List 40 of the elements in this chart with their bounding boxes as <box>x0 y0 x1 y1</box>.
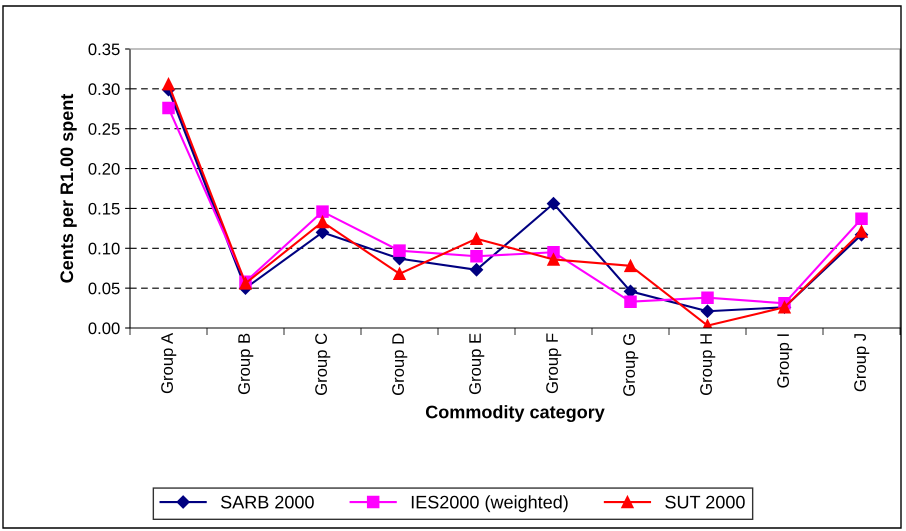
y-tick-label: 0.35 <box>88 43 120 56</box>
x-tick-label: Group D <box>392 334 408 396</box>
x-axis-title: Commodity category <box>426 405 605 422</box>
x-tick-label: Group G <box>623 334 638 396</box>
point <box>855 225 868 238</box>
x-tick-label: Group C <box>315 333 330 396</box>
x-tick-label: Group I <box>777 334 792 388</box>
point <box>393 244 406 257</box>
point <box>162 78 175 90</box>
point <box>470 232 483 245</box>
x-tick-label: Group A <box>161 332 176 394</box>
point <box>855 212 868 226</box>
point <box>316 205 329 218</box>
point <box>162 102 175 114</box>
point <box>546 197 560 210</box>
point <box>624 260 637 272</box>
y-tick-label: 0.30 <box>88 83 120 96</box>
y-tick-label: 0.15 <box>88 202 120 215</box>
y-tick-label: 0.05 <box>88 282 120 294</box>
point <box>700 304 714 318</box>
x-tick-label: Group E <box>469 334 484 394</box>
x-tick-label: Group H <box>700 334 716 396</box>
y-tick-label: 0.00 <box>88 322 120 334</box>
y-tick-label: 0.20 <box>88 162 120 175</box>
point <box>547 253 560 266</box>
y-tick-label: 0.10 <box>88 242 120 254</box>
point <box>701 291 714 304</box>
x-tick-label: Group B <box>238 334 254 394</box>
x-tick-label: Group J <box>854 334 870 392</box>
point <box>393 268 406 280</box>
x-tick-label: Group F <box>546 334 562 394</box>
y-tick-label: 0.25 <box>88 123 120 135</box>
point <box>316 216 329 228</box>
point <box>470 263 484 276</box>
y-axis-title: Cents per R1.00 spent <box>60 94 77 283</box>
point <box>470 250 483 263</box>
legend-label: IES2000 (weighted) <box>412 495 568 512</box>
legend-label: SUT 2000 <box>665 496 745 509</box>
legend-label: SARB 2000 <box>220 496 314 509</box>
point <box>624 295 637 308</box>
